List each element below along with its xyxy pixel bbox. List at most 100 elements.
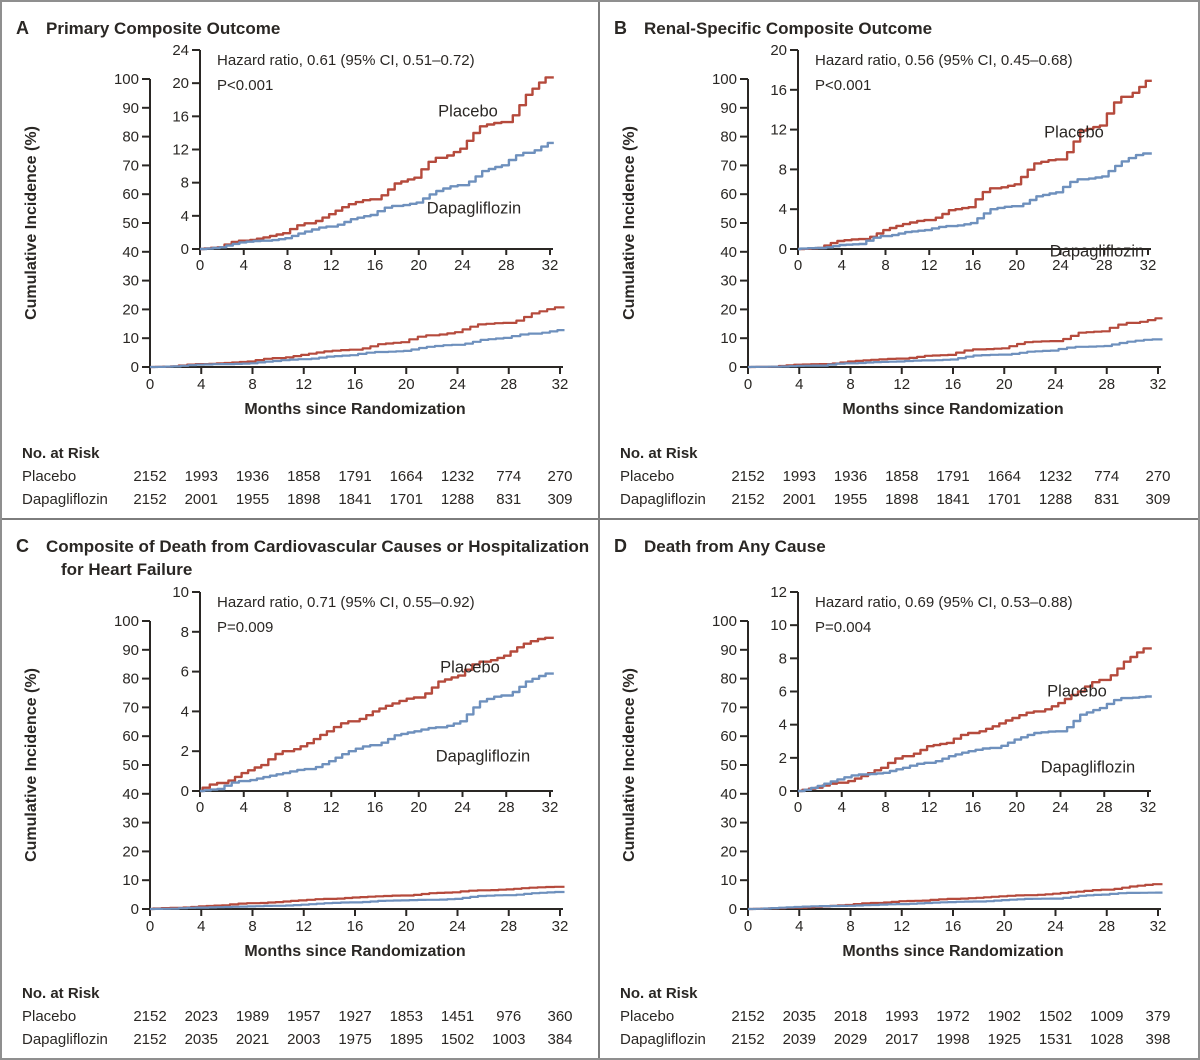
risk-count: 1927: [338, 1008, 372, 1025]
placebo-curve-label: Placebo: [1047, 682, 1107, 701]
main-y-tick-label: 80: [720, 671, 737, 688]
inset-x-tick-label: 20: [410, 257, 427, 274]
x-axis-title: Months since Randomization: [244, 943, 465, 960]
inset-x-tick-label: 8: [283, 799, 291, 816]
risk-row-dapagliflozin: Dapagliflozin 2152 2001 1955 1898 1841 1701 128…: [600, 491, 1198, 509]
inset-x-tick-label: 28: [1096, 257, 1113, 274]
hazard-ratio-annotation: Hazard ratio, 0.56 (95% CI, 0.45–0.68) P…: [815, 48, 1073, 98]
panel-title: A Primary Composite Outcome: [16, 17, 280, 40]
risk-count: 1993: [782, 468, 816, 485]
p-value-text: P<0.001: [815, 77, 872, 94]
main-x-tick-label: 32: [552, 918, 569, 935]
risk-row-placebo: Placebo 2152 1993 1936 1858 1791 1664 1232 774 27…: [600, 468, 1198, 486]
risk-row-dapagliflozin: Dapagliflozin 2152 2001 1955 1898 1841 1701 128…: [2, 491, 598, 509]
inset-x-tick-label: 32: [542, 257, 559, 274]
main-y-tick-label: 60: [720, 186, 737, 203]
inset-y-tick-label: 4: [779, 201, 787, 218]
risk-count: 1028: [1090, 1031, 1124, 1048]
inset-x-tick-label: 12: [921, 799, 938, 816]
risk-count: 1502: [1038, 1008, 1073, 1025]
risk-count: 1993: [184, 468, 218, 485]
p-value-text: P=0.009: [217, 619, 274, 636]
risk-count: 2035: [782, 1008, 816, 1025]
main-x-tick-label: 0: [744, 376, 752, 393]
risk-row-dapagliflozin: Dapagliflozin 2152 2039 2029 2017 1998 1925 153…: [600, 1031, 1198, 1049]
y-axis-title: Cumulative Incidence (%): [621, 668, 638, 862]
main-y-tick-label: 20: [720, 301, 737, 318]
risk-count: 2001: [782, 491, 816, 508]
inset-x-tick-label: 28: [498, 799, 515, 816]
main-y-tick-label: 20: [122, 843, 139, 860]
main-y-tick-label: 40: [122, 244, 139, 261]
panel-renal-specific: 0 10 20 30 40 50 60 70 80 90 100 0 4 8 12 16 20 24 28 32 Cum…: [600, 2, 1198, 520]
placebo-curve-label: Placebo: [438, 102, 498, 121]
risk-row-placebo: Placebo 2152 2023 1989 1957 1927 1853 1451 976 36…: [2, 1008, 598, 1026]
risk-count: 1902: [987, 1008, 1021, 1025]
inset-x-tick-label: 32: [542, 799, 559, 816]
main-x-tick-label: 20: [398, 918, 415, 935]
main-placebo-curve: [150, 306, 565, 369]
risk-count: 1858: [287, 468, 321, 485]
main-x-tick-label: 28: [500, 376, 517, 393]
inset-x-tick-label: 32: [1140, 257, 1157, 274]
main-x-tick-label: 20: [996, 376, 1013, 393]
risk-row-label: Placebo: [620, 1008, 675, 1025]
main-y-tick-label: 20: [122, 301, 139, 318]
main-placebo-curve: [748, 883, 1163, 911]
inset-dapagliflozin-curve: [200, 672, 554, 793]
p-value-text: P=0.004: [815, 619, 872, 636]
main-y-tick-label: 40: [122, 786, 139, 803]
risk-count: 2152: [731, 468, 765, 485]
inset-placebo-curve: [200, 76, 554, 251]
inset-x-tick-label: 28: [498, 257, 515, 274]
inset-y-tick-label: 8: [181, 175, 189, 192]
risk-count: 2023: [184, 1008, 218, 1025]
risk-count: 1701: [987, 491, 1021, 508]
inset-y-tick-label: 12: [172, 142, 189, 159]
main-x-tick-label: 8: [846, 918, 854, 935]
inset-dapagliflozin-curve: [200, 141, 554, 251]
risk-count: 1791: [338, 468, 372, 485]
risk-count: 309: [1145, 491, 1171, 508]
inset-x-tick-label: 4: [240, 257, 248, 274]
risk-count: 1998: [936, 1031, 970, 1048]
main-x-tick-label: 4: [197, 376, 205, 393]
y-axis-title: Cumulative Incidence (%): [23, 126, 40, 320]
risk-count: 1003: [492, 1031, 526, 1048]
risk-count: 1972: [936, 1008, 970, 1025]
main-y-tick-label: 50: [720, 757, 737, 774]
main-dapagliflozin-curve: [748, 338, 1163, 369]
risk-count: 831: [496, 491, 522, 508]
panel-letter: B: [614, 18, 627, 38]
main-y-tick-label: 0: [131, 901, 139, 918]
risk-count: 1701: [389, 491, 423, 508]
main-x-tick-label: 16: [945, 918, 962, 935]
panel-title-text: Renal-Specific Composite Outcome: [644, 19, 933, 38]
main-x-tick-label: 12: [295, 918, 312, 935]
inset-y-tick-label: 0: [779, 241, 787, 258]
inset-x-tick-label: 20: [1008, 799, 1025, 816]
main-x-tick-label: 12: [893, 918, 910, 935]
main-x-tick-label: 16: [347, 376, 364, 393]
main-y-tick-label: 70: [122, 157, 139, 174]
risk-count: 1232: [440, 468, 475, 485]
risk-count: 1858: [885, 468, 919, 485]
inset-x-tick-label: 4: [240, 799, 248, 816]
risk-count: 2152: [731, 1008, 765, 1025]
risk-count: 2152: [133, 1008, 167, 1025]
risk-count: 2018: [833, 1008, 868, 1025]
inset-y-tick-label: 24: [172, 42, 189, 59]
risk-row-label: Dapagliflozin: [620, 1031, 706, 1048]
risk-count: 1989: [235, 1008, 270, 1025]
main-y-tick-label: 50: [122, 757, 139, 774]
main-y-tick-label: 60: [720, 728, 737, 745]
main-x-tick-label: 32: [1150, 376, 1167, 393]
hazard-ratio-text: Hazard ratio, 0.71 (95% CI, 0.55–0.92): [217, 594, 475, 611]
risk-count: 1936: [235, 468, 270, 485]
dapagliflozin-curve-label: Dapagliflozin: [1049, 242, 1145, 261]
risk-count: 1232: [1038, 468, 1073, 485]
main-placebo-curve: [150, 885, 565, 911]
main-x-tick-label: 8: [846, 376, 854, 393]
